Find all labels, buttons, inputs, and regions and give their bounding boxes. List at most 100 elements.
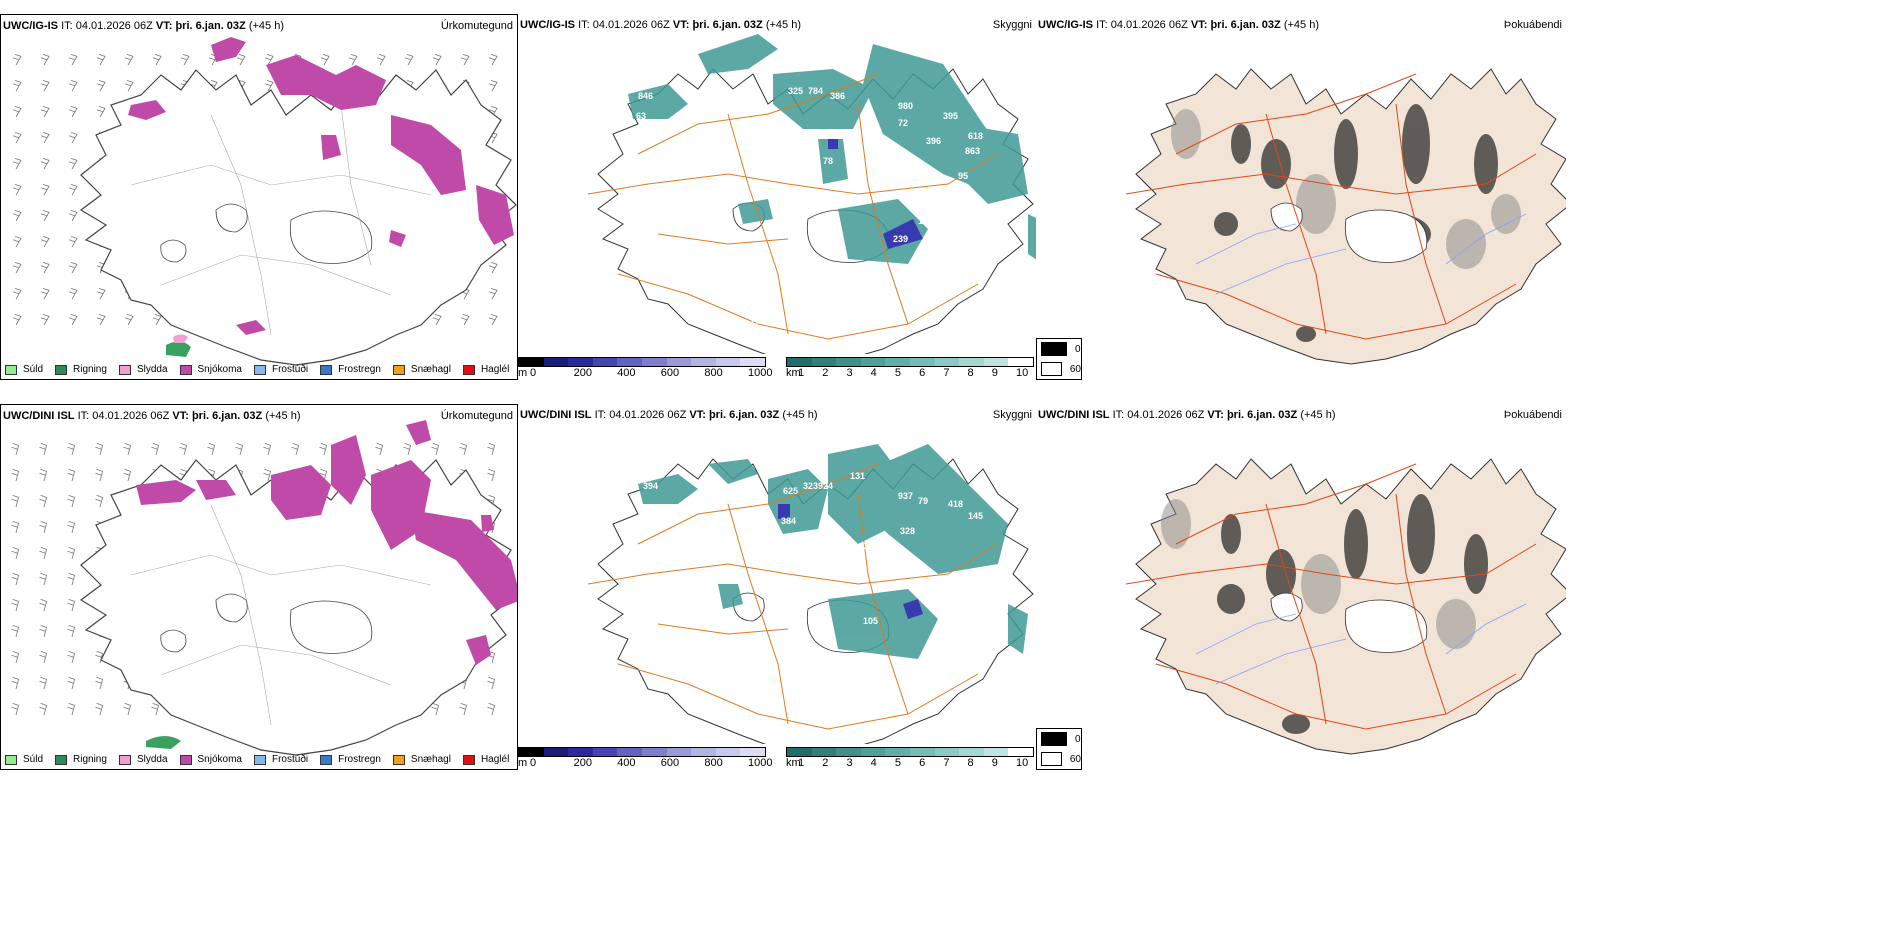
- legend-label: Frostúði: [271, 754, 309, 765]
- panel-type-label: Skyggni: [992, 409, 1032, 421]
- colorbar-segment: [811, 358, 837, 366]
- cloud-base-label: 63: [636, 111, 646, 121]
- wind-barb: [68, 79, 78, 92]
- wind-barb: [376, 53, 386, 66]
- cloud-base-label: 980: [898, 101, 913, 111]
- colorbar-tick: 5: [894, 367, 901, 379]
- wind-barb: [263, 442, 272, 456]
- wind-barb: [96, 79, 106, 92]
- wind-barb: [151, 442, 160, 456]
- colorbar-segment: [519, 358, 544, 366]
- wind-barb: [96, 53, 106, 66]
- wind-barb: [68, 261, 78, 274]
- legend-label: Súld: [23, 364, 44, 375]
- colorbar-segment: [787, 748, 812, 756]
- colorbar-segment: [740, 748, 765, 756]
- wind-barb: [12, 131, 22, 144]
- cloud-base-label: 239: [893, 234, 908, 244]
- legend-swatch: [118, 754, 131, 765]
- wind-barb: [123, 702, 132, 716]
- cloud-base-label: 12: [918, 216, 928, 226]
- wind-barb: [40, 183, 50, 196]
- colorbar-segment: [715, 358, 741, 366]
- colorbar-segment: [860, 748, 886, 756]
- legend-label: Snæhagl: [410, 754, 451, 765]
- wind-barb: [39, 572, 48, 586]
- legend-item: Frostregn: [320, 754, 381, 765]
- fog-swatch: [1041, 752, 1062, 766]
- wind-barb: [39, 676, 48, 690]
- wind-barb: [12, 157, 22, 170]
- wind-barb: [68, 209, 78, 222]
- legend-swatch: [253, 364, 266, 375]
- legend-item: Frostregn: [320, 364, 381, 375]
- wind-barb: [40, 105, 50, 118]
- wind-barb: [403, 442, 412, 456]
- fog-panel-row1: UWC/DINI ISL IT: 04.01.2026 06Z VT: þri.…: [1036, 404, 1566, 770]
- wind-barb: [39, 520, 48, 534]
- colorbar-tick: 1000: [748, 757, 773, 769]
- legend-item: Frostúði: [253, 754, 309, 765]
- colorbar-tick: 2: [822, 367, 829, 379]
- wind-barb: [67, 650, 76, 664]
- wind-barb: [95, 650, 104, 664]
- cloud-base-label: 625: [783, 486, 798, 496]
- wind-barb: [39, 442, 48, 456]
- wind-barb: [152, 53, 162, 66]
- colorbar-tick: 10: [1016, 367, 1029, 379]
- cloud-areas: [628, 34, 1036, 264]
- colorbar-tick: 4: [870, 757, 877, 769]
- base-height-colorbar: [518, 747, 766, 757]
- colorbar-segment: [1008, 748, 1033, 756]
- wind-barb: [11, 520, 20, 534]
- wind-barb: [235, 442, 244, 456]
- wind-barb: [12, 105, 22, 118]
- wind-barb: [12, 209, 22, 222]
- wind-barb: [11, 624, 20, 638]
- cloud-base-label: 78: [823, 156, 833, 166]
- colorbar-tick: 1: [798, 757, 805, 769]
- legend-item: Slydda: [118, 364, 168, 375]
- colorbar-unit: m: [518, 367, 528, 379]
- wind-barb: [40, 209, 50, 222]
- legend-item: Haglél: [462, 754, 509, 765]
- colorbar-segment: [983, 358, 1009, 366]
- wind-barb: [488, 53, 498, 66]
- wind-barb: [95, 494, 104, 508]
- cloud-base-label: 30: [780, 201, 790, 211]
- legend-swatch: [320, 364, 333, 375]
- legend-item: Rigning: [55, 754, 107, 765]
- legend-label: Haglél: [480, 364, 510, 375]
- colorbar-tick: 800: [704, 367, 723, 379]
- colorbar-segment: [836, 748, 861, 756]
- legend-swatch: [320, 754, 333, 765]
- wind-barb: [40, 131, 50, 144]
- wind-barb: [68, 157, 78, 170]
- panel-type-label: Úrkomutegund: [440, 410, 513, 422]
- wind-barb: [488, 261, 498, 274]
- wind-barb: [432, 313, 442, 326]
- wind-barb: [96, 313, 106, 326]
- cloud-areas: [638, 444, 1028, 659]
- wind-barb: [95, 468, 104, 482]
- colorbar-unit: km: [786, 367, 801, 379]
- colorbar-segment: [934, 358, 960, 366]
- cloud-base-label: 924: [818, 481, 833, 491]
- wind-barb: [487, 702, 496, 716]
- legend-swatch: [55, 754, 68, 765]
- wind-barb: [68, 313, 78, 326]
- legend-item: Súld: [5, 754, 43, 765]
- colorbar-segment: [666, 748, 692, 756]
- cloud-base-label: 395: [943, 111, 958, 121]
- colorbar-segment: [836, 358, 861, 366]
- wind-barb: [40, 157, 50, 170]
- wind-barb: [319, 442, 328, 456]
- wind-barb: [11, 598, 20, 612]
- fog-map: [1125, 458, 1566, 755]
- legend-label: Rigning: [73, 754, 107, 765]
- wind-barb: [152, 313, 162, 326]
- colorbar-segment: [568, 358, 593, 366]
- colorbar-tick: 400: [617, 367, 636, 379]
- wind-barb: [68, 53, 78, 66]
- legend-swatch: [118, 364, 131, 375]
